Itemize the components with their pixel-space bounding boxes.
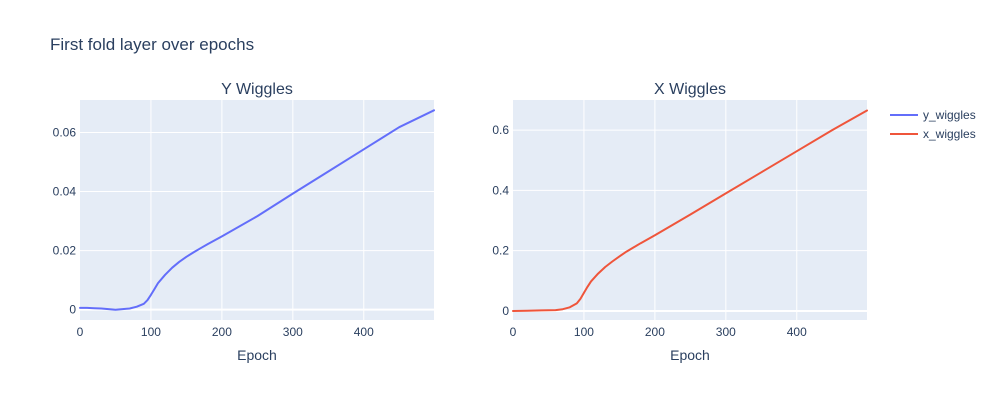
series-line-y_wiggles (79, 109, 435, 311)
x-tick-label-1: 100 (141, 325, 161, 339)
y-tick-label-2: 0.4 (492, 183, 509, 197)
x-tick-label-1: 200 (212, 325, 232, 339)
y-tick-label-2: 0 (502, 304, 509, 318)
y-tick-label-1: 0.06 (53, 125, 77, 139)
y-tick-label-1: 0.04 (53, 185, 77, 199)
x-axis-title-2: Epoch (670, 347, 710, 363)
subplot-title-1: Y Wiggles (221, 81, 293, 98)
chart-title: First fold layer over epochs (50, 35, 254, 54)
y-tick-label-1: 0 (69, 303, 76, 317)
subplot-1: 0 100 200 300 400 0 0.02 0.04 0.06 Y Wiggles Epoch (53, 81, 435, 363)
x-tick-label-1: 400 (354, 325, 374, 339)
x-tick-label-1: 300 (283, 325, 303, 339)
x-tick-label-2: 200 (645, 325, 665, 339)
plot-background-1 (80, 100, 434, 320)
subplot-2: 0 100 200 300 400 0 0.2 0.4 0.6 X Wiggles Epoch (492, 81, 868, 363)
x-tick-label-1: 0 (77, 325, 84, 339)
plot-background-2 (513, 100, 867, 320)
legend-label-y_wiggles: y_wiggles (923, 108, 976, 122)
x-tick-label-2: 400 (787, 325, 807, 339)
x-tick-label-2: 300 (716, 325, 736, 339)
x-tick-label-2: 0 (510, 325, 517, 339)
legend-label-x_wiggles: x_wiggles (923, 127, 976, 141)
x-axis-title-1: Epoch (237, 347, 277, 363)
subplot-title-2: X Wiggles (654, 81, 726, 98)
series-line-x_wiggles (512, 109, 868, 312)
y-tick-label-1: 0.02 (53, 244, 77, 258)
legend: y_wiggles x_wiggles (890, 108, 976, 141)
y-tick-label-2: 0.2 (492, 244, 509, 258)
y-tick-label-2: 0.6 (492, 123, 509, 137)
x-tick-label-2: 100 (574, 325, 594, 339)
